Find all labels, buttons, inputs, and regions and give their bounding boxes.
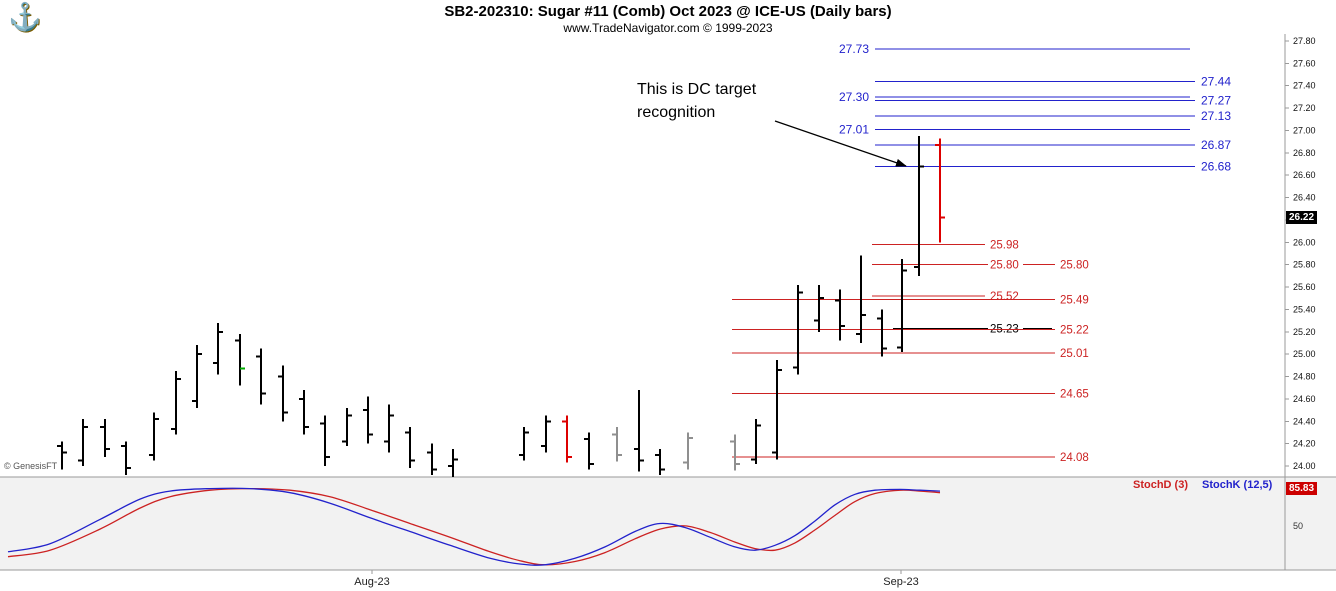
support-line-label: 25.01 <box>1060 348 1089 360</box>
stoch-d-legend[interactable]: StochD (3) <box>1133 479 1188 491</box>
price-tick-label: 24.60 <box>1293 394 1316 404</box>
dc-target-label: 26.68 <box>1201 159 1231 173</box>
ohlc-bar <box>935 138 945 243</box>
price-tick-label: 25.00 <box>1293 349 1316 359</box>
support-line-label: 25.52 <box>990 291 1019 303</box>
price-tick-label: 26.60 <box>1293 170 1316 180</box>
ohlc-bar <box>320 415 330 466</box>
price-tick-label: 27.60 <box>1293 58 1316 68</box>
annotation-line-2: recognition <box>637 104 716 121</box>
support-line-label: 24.65 <box>1060 388 1089 400</box>
ohlc-bar <box>634 389 644 472</box>
ohlc-bar <box>235 334 245 386</box>
ohlc-bar <box>655 449 665 475</box>
ohlc-bar <box>149 412 159 461</box>
dc-target-label: 27.30 <box>839 90 869 104</box>
ohlc-bar <box>100 419 110 458</box>
ohlc-bar <box>192 345 202 408</box>
ohlc-bar <box>612 426 622 462</box>
ohlc-bar <box>213 322 223 375</box>
ohlc-bar <box>278 365 288 422</box>
ohlc-bar <box>793 284 803 375</box>
price-tick-label: 25.20 <box>1293 327 1316 337</box>
dc-target-label: 27.13 <box>1201 109 1231 123</box>
time-axis: Aug-23 Sep-23 <box>354 570 919 588</box>
ohlc-bar <box>584 432 594 470</box>
support-line-label: 25.22 <box>1060 325 1089 337</box>
price-tick-label: 25.40 <box>1293 304 1316 314</box>
price-tick-label: 24.00 <box>1293 461 1316 471</box>
price-tick-label: 24.20 <box>1293 439 1316 449</box>
price-tick-label: 26.80 <box>1293 148 1316 158</box>
ohlc-bar <box>519 426 529 461</box>
dc-target-annotation: This is DC target recognition <box>637 78 827 124</box>
support-line-label: 25.49 <box>1060 294 1089 306</box>
ohlc-bar <box>57 441 67 470</box>
ohlc-bar <box>448 449 458 478</box>
ohlc-bar <box>772 359 782 460</box>
price-tick-label: 24.40 <box>1293 416 1316 426</box>
stoch-value-badge: 85.83 <box>1286 482 1318 495</box>
price-tick-label: 26.40 <box>1293 193 1316 203</box>
trade-navigator-gold-logo-icon: ⚓ <box>8 2 42 32</box>
ohlc-bar <box>683 432 693 470</box>
ohlc-bar <box>914 136 924 276</box>
annotation-arrow <box>774 120 907 167</box>
price-tick-label: 27.80 <box>1293 36 1316 46</box>
ohlc-bar <box>427 443 437 475</box>
time-axis-label: Sep-23 <box>883 576 918 588</box>
price-axis-ticks: 27.80 27.60 27.40 27.20 27.00 26.80 26.60 26.40… <box>1285 36 1316 471</box>
dc-target-label: 26.87 <box>1201 138 1231 152</box>
ohlc-bar <box>384 404 394 453</box>
ohlc-bar <box>562 415 572 463</box>
dc-target-label: 27.73 <box>839 42 869 56</box>
price-tick-label: 27.00 <box>1293 125 1316 135</box>
ohlc-bar <box>751 419 761 464</box>
price-tick-label: 27.20 <box>1293 103 1316 113</box>
stoch-k-line <box>7 487 941 566</box>
dc-target-lines: 27.73 27.44 27.30 27.27 27.13 27.01 26.87 26.68 <box>839 42 1231 173</box>
dc-target-label: 27.01 <box>839 122 869 136</box>
support-line-label: 25.80 <box>1060 260 1089 272</box>
price-tick-label: 24.80 <box>1293 372 1316 382</box>
ohlc-bar <box>897 259 907 352</box>
ohlc-bars <box>57 136 945 478</box>
price-tick-label: 26.00 <box>1293 237 1316 247</box>
stoch-k-legend[interactable]: StochK (12,5) <box>1202 479 1273 491</box>
ohlc-bar <box>877 309 887 357</box>
ohlc-bar <box>121 441 131 475</box>
time-axis-label: Aug-23 <box>354 576 389 588</box>
ohlc-bar <box>363 396 373 444</box>
ohlc-bar <box>299 389 309 435</box>
ohlc-bar <box>541 415 551 453</box>
genesis-watermark: © GenesisFT <box>4 461 58 471</box>
ohlc-bar <box>405 426 415 469</box>
ohlc-bar <box>856 255 866 343</box>
ohlc-bar <box>256 348 266 405</box>
ohlc-bar <box>835 289 845 341</box>
stoch-d-line <box>7 487 941 566</box>
stoch-mid-scale-label: 50 <box>1293 521 1304 531</box>
ohlc-bar <box>814 284 824 332</box>
price-tick-label: 25.80 <box>1293 260 1316 270</box>
annotation-line-1: This is DC target <box>637 81 757 98</box>
dc-target-label: 27.44 <box>1201 74 1231 88</box>
support-line-label: 25.80 <box>990 260 1019 272</box>
dc-target-label: 27.27 <box>1201 93 1231 107</box>
ohlc-bar <box>342 407 352 446</box>
support-line-label: 25.98 <box>990 240 1019 252</box>
chart-frame <box>0 34 1336 571</box>
support-line-label: 24.08 <box>1060 452 1089 464</box>
ohlc-bar <box>730 434 740 471</box>
price-tick-label: 25.60 <box>1293 282 1316 292</box>
chart-subtitle: www.TradeNavigator.com © 1999-2023 <box>563 21 773 35</box>
chart-title: SB2-202310: Sugar #11 (Comb) Oct 2023 @ … <box>444 3 892 20</box>
price-tick-label: 27.40 <box>1293 81 1316 91</box>
ohlc-bar <box>171 370 181 435</box>
last-price-badge: 26.22 <box>1286 211 1318 224</box>
ohlc-bar <box>78 419 88 466</box>
